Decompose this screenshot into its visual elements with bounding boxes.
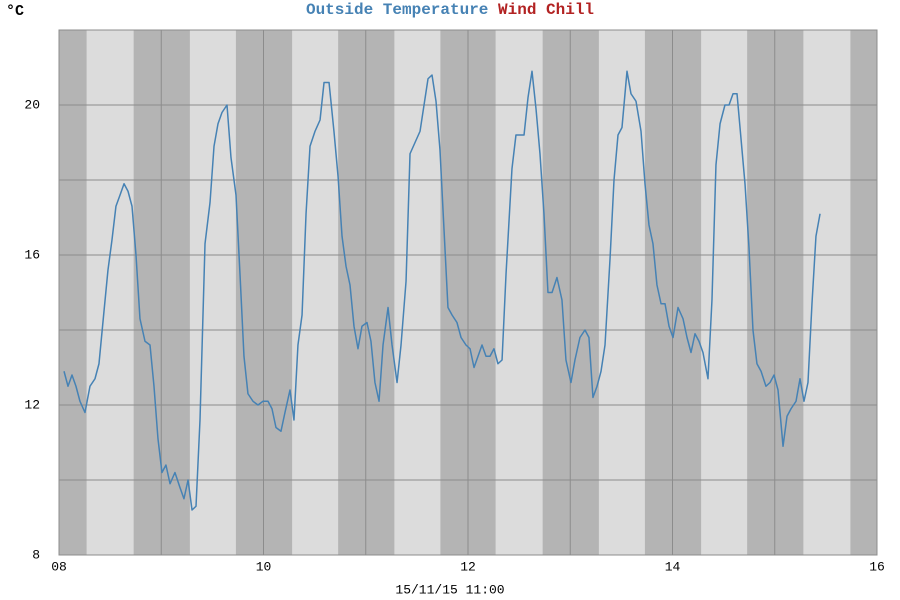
daylight-band [86,30,134,555]
y-tick-label: 20 [24,97,40,112]
x-tick-label: 10 [256,559,272,574]
daylight-band [292,30,339,555]
daylight-band [803,30,851,555]
y-tick-label: 16 [24,247,40,262]
daylight-band [495,30,543,555]
x-axis-label: 15/11/15 11:00 [395,582,504,597]
y-tick-label: 8 [32,547,40,562]
x-tick-label: 12 [460,559,476,574]
grid [58,29,878,556]
series-line [63,70,821,511]
y-tick-label: 12 [24,397,40,412]
y-unit: °C [6,3,24,20]
daylight-bands [86,30,851,555]
chart-title: Outside Temperature Wind Chill [306,1,594,19]
x-tick-label: 08 [51,559,67,574]
lines [63,70,821,511]
x-tick-label: 16 [869,559,885,574]
daylight-band [394,30,441,555]
legend-entry: Outside Temperature [306,1,488,19]
x-tick-label: 14 [665,559,681,574]
legend-entry: Wind Chill [498,1,594,19]
plot-border [58,29,878,556]
daylight-band [598,30,645,555]
